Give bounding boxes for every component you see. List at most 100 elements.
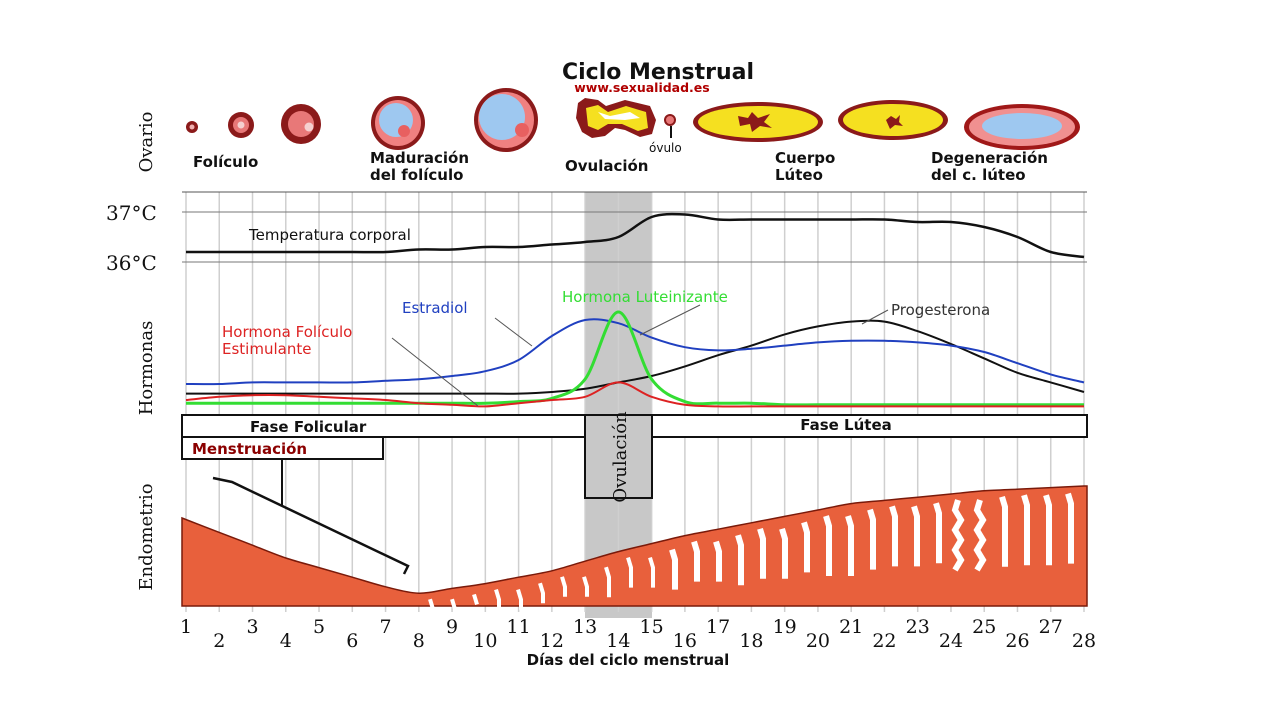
maturation-label-line1: Maduración <box>370 149 469 167</box>
endometrium-gland <box>604 566 611 598</box>
maturing-follicle-icon <box>371 96 425 150</box>
day-tick-label: 19 <box>773 616 797 638</box>
corpus-luteum-label-line2: Lúteo <box>775 166 823 184</box>
corpus-luteum-icon <box>693 102 823 142</box>
ovum-label: óvulo <box>649 141 682 155</box>
follicle-medium-icon <box>228 112 254 138</box>
endometrium-label: Endometrio <box>136 483 157 590</box>
endometrium-gland <box>1043 494 1052 566</box>
follicular-phase-bar <box>181 414 586 438</box>
page-title: Ciclo Menstrual <box>562 60 754 85</box>
day-tick-label: 6 <box>346 630 358 652</box>
day-tick-label: 21 <box>839 616 863 638</box>
endometrium-gland <box>933 502 942 564</box>
endometrium-gland <box>428 598 435 610</box>
mature-follicle-icon <box>474 88 538 152</box>
estradiol-label: Estradiol <box>402 299 468 317</box>
degeneration-label-line2: del c. lúteo <box>931 166 1026 184</box>
endometrium-gland <box>757 527 766 579</box>
day-tick-label: 8 <box>413 630 425 652</box>
endometrium-glands <box>428 492 1074 610</box>
day-tick-label: 22 <box>872 630 896 652</box>
endometrium-gland <box>494 589 501 610</box>
day-tick-label: 13 <box>573 616 597 638</box>
endometrium-gland <box>779 527 788 579</box>
endometrium-gland <box>713 540 722 582</box>
temp-37-label: 37°C <box>106 201 157 225</box>
follicle-large-icon <box>281 104 321 144</box>
luteal-phase-label: Fase Lútea <box>800 416 892 434</box>
day-tick-label: 3 <box>246 616 258 638</box>
endometrium-gland <box>951 499 965 572</box>
endometrium-gland <box>626 557 633 588</box>
endometrium-gland <box>735 534 744 586</box>
endometrium-gland <box>1065 492 1074 564</box>
day-tick-label: 12 <box>540 630 564 652</box>
endometrium-gland <box>648 557 655 588</box>
endometrium-gland <box>669 548 678 590</box>
day-tick-label: 9 <box>446 616 458 638</box>
day-tick-label: 2 <box>213 630 225 652</box>
temperature-label: Temperatura corporal <box>248 226 411 244</box>
endometrium-gland <box>911 505 920 567</box>
endometrium-gland <box>823 515 832 576</box>
estradiol-curve <box>185 318 1085 386</box>
menstruation-label: Menstruación <box>192 440 307 458</box>
maturation-label-line2: del folículo <box>370 166 463 184</box>
lh-label: Hormona Luteinizante <box>562 288 728 306</box>
progesterone-label: Progesterona <box>891 301 990 319</box>
day-tick-label: 18 <box>739 630 763 652</box>
day-tick-label: 15 <box>640 616 664 638</box>
day-tick-label: 4 <box>280 630 292 652</box>
day-tick-label: 1 <box>180 616 192 638</box>
endometrium-shape <box>181 485 1088 607</box>
day-tick-label: 16 <box>673 630 697 652</box>
endometrium-gland <box>691 540 700 582</box>
endometrium-gland <box>560 576 567 597</box>
ovulation-follicle-icon <box>576 98 656 138</box>
endometrium-gland <box>801 521 810 573</box>
day-tick-label: 25 <box>972 616 996 638</box>
progesterone-pointer <box>861 309 889 325</box>
day-tick-label: 26 <box>1005 630 1029 652</box>
day-tick-label: 20 <box>806 630 830 652</box>
endometrium-gland <box>538 582 545 604</box>
fsh-label-line1: Hormona Folículo <box>222 323 352 341</box>
ovulation-stage-label: Ovulación <box>565 157 649 175</box>
ovary-stages <box>186 88 1080 152</box>
degeneration-label-line1: Degeneración <box>931 149 1048 167</box>
endometrium-gland <box>867 508 876 570</box>
endometrium-gland <box>973 499 987 572</box>
lh-pointer <box>639 304 701 336</box>
website-label: www.sexualidad.es <box>574 80 709 95</box>
ovum-icon <box>664 114 676 138</box>
progesterone-curve <box>185 319 1085 395</box>
day-tick-label: 24 <box>939 630 963 652</box>
temperature-curve <box>186 212 1085 259</box>
day-tick-label: 17 <box>706 616 730 638</box>
corpus-albicans-icon <box>964 104 1080 150</box>
day-tick-label: 28 <box>1072 630 1096 652</box>
follicle-label: Folículo <box>193 153 258 171</box>
ovary-label: Ovario <box>136 112 157 173</box>
lh-curve <box>185 310 1084 407</box>
day-tick-label: 23 <box>906 616 930 638</box>
follicular-phase-label: Fase Folicular <box>250 418 367 436</box>
endometrium-gland <box>472 593 479 605</box>
endometrium-gland <box>845 515 854 576</box>
day-tick-label: 5 <box>313 616 325 638</box>
endometrium-gland <box>1021 494 1030 566</box>
temp-36-label: 36°C <box>106 251 157 275</box>
fsh-pointer <box>391 337 479 407</box>
day-tick-label: 7 <box>380 616 392 638</box>
endometrium-gland <box>582 576 589 597</box>
hormones-label: Hormonas <box>136 321 157 416</box>
corpus-luteum-label-line1: Cuerpo <box>775 149 835 167</box>
shedding-bracket <box>212 476 410 575</box>
day-tick-label: 11 <box>506 616 530 638</box>
corpus-luteum-mature-icon <box>838 100 948 140</box>
estradiol-pointer <box>494 317 533 347</box>
ovulation-phase-box <box>584 414 653 499</box>
fsh-label-line2: Estimulante <box>222 340 311 358</box>
